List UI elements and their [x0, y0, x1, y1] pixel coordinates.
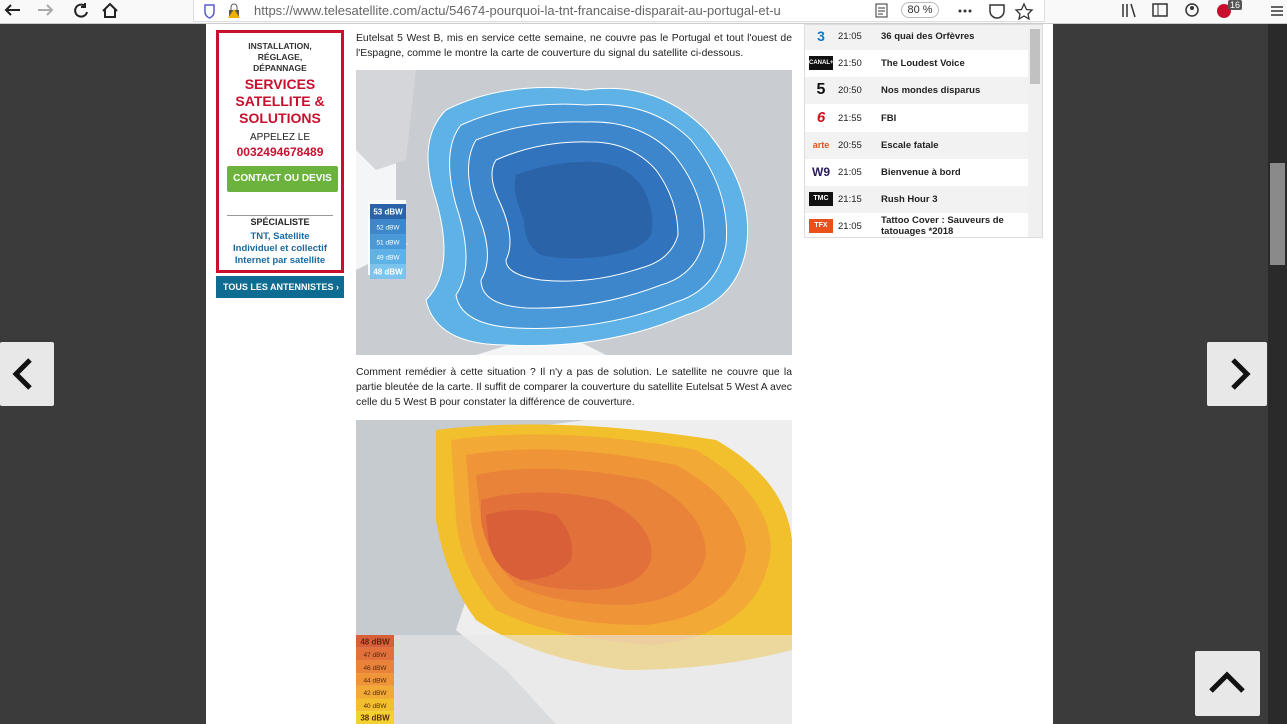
air-time: 21:05	[838, 167, 862, 178]
legend-swatch	[370, 249, 406, 264]
tv-row[interactable]: TFX 21:05 Tattoo Cover : Sauveurs de tatou…	[805, 213, 1029, 238]
air-time: 21:05	[838, 221, 862, 233]
ad-phone: 0032494678489	[236, 145, 324, 159]
coverage-map-blue: 53 dBW 52 dBW 51 dBW 49 dBW 48 dBW	[356, 70, 792, 355]
air-time: 21:55	[838, 112, 862, 124]
program-title: Rush Hour 3	[881, 194, 938, 206]
prev-icon	[12, 358, 32, 390]
legend-label: 47 dBW	[363, 652, 387, 659]
page-scrollbar[interactable]	[1268, 24, 1287, 724]
legend-label: 44 dBW	[363, 677, 387, 684]
legend-swatch	[356, 673, 394, 686]
legend-swatch	[370, 219, 406, 234]
tv-row[interactable]: arte 20:55 Escale fatale	[805, 131, 1029, 159]
ad-headline: SERVICES SATELLITE & SOLUTIONS	[235, 76, 325, 126]
tv-row[interactable]: CANAL+ 21:50 The Loudest Voice	[805, 50, 1029, 78]
toolbar-icons[interactable]	[1115, 0, 1245, 22]
tv-row[interactable]: TMC 21:15 Rush Hour 3	[805, 186, 1029, 214]
legend-label: 40 dBW	[363, 703, 387, 710]
legend-swatch	[356, 698, 394, 712]
next-icon	[1231, 358, 1251, 390]
up-icon	[1209, 671, 1245, 693]
legend-label: 42 dBW	[363, 690, 387, 697]
legend-label: 48 dBW	[360, 637, 390, 646]
antennistes-button[interactable]: TOUS LES ANTENNISTES ›	[216, 276, 344, 298]
channel-logo: 6	[816, 108, 826, 126]
legend-label: 52 dBW	[376, 225, 400, 232]
program-title: The Loudest Voice	[881, 58, 965, 70]
nav-buttons[interactable]	[0, 0, 190, 22]
legend-swatch	[370, 264, 406, 279]
button-label: TOUS LES ANTENNISTES	[223, 282, 334, 292]
reader-icon[interactable]	[874, 3, 890, 19]
legend-swatch	[356, 685, 394, 699]
legend-label: 49 dBW	[376, 255, 400, 262]
prev-arrow[interactable]	[0, 342, 54, 406]
program-title: Bienvenue à bord	[881, 167, 961, 178]
paragraph: Eutelsat 5 West B, mis en service cette …	[356, 33, 792, 59]
program-title: FBI	[881, 112, 897, 124]
page-scroll-thumb[interactable]	[1270, 163, 1285, 265]
addon-badge: 16	[1228, 0, 1243, 10]
program-title: Tattoo Cover : Sauveurs de tatouages *20…	[881, 215, 1004, 238]
legend-label: 53 dBW	[373, 208, 403, 217]
url-text: https://www.telesatellite.com/actu/54674…	[254, 3, 781, 18]
tv-row[interactable]: W9 21:05 Bienvenue à bord	[805, 159, 1029, 186]
legend-swatch	[356, 660, 394, 674]
zoom-level[interactable]: 80 %	[901, 2, 939, 18]
ad-call: APPELEZ LE	[249, 132, 311, 143]
url-bar[interactable]: https://www.telesatellite.com/actu/54674…	[193, 0, 1045, 22]
legend-swatch	[356, 647, 394, 661]
legend-swatch	[370, 234, 406, 249]
tv-row[interactable]: 3 21:05 36 quai des Orfèvres	[805, 25, 1029, 50]
ad-service: TNT, Satellite	[250, 231, 310, 242]
channel-logo: 5	[816, 81, 826, 99]
channel-logo: CANAL+	[809, 56, 834, 71]
channel-logo: 3	[817, 28, 825, 44]
tv-scroll-thumb[interactable]	[1030, 29, 1040, 84]
next-arrow[interactable]	[1207, 342, 1267, 406]
air-time: 20:55	[838, 139, 862, 151]
program-title: Escale fatale	[881, 139, 939, 151]
channel-logo: arte	[812, 139, 830, 150]
legend-swatch	[370, 204, 406, 219]
legend-swatch	[356, 711, 394, 724]
security-icons	[204, 3, 240, 19]
channel-logo: TFX	[809, 219, 833, 234]
legend-label: 48 dBW	[373, 268, 403, 277]
air-time: 21:15	[838, 194, 862, 206]
air-time: 20:50	[838, 85, 862, 97]
ad-services: TNT, Satellite Individuel et collectif I…	[219, 231, 341, 267]
back-to-top[interactable]	[1195, 651, 1260, 716]
program-title: Nos mondes disparus	[881, 85, 981, 97]
channel-logo: TMC	[809, 192, 833, 207]
coverage-map-orange: 48 dBW 47 dBW 46 dBW 44 dBW 42 dBW 40 dBW 38 d…	[356, 420, 792, 724]
ad-service: Internet par satellite	[234, 255, 326, 266]
page-actions[interactable]	[954, 2, 1044, 20]
legend-label: 51 dBW	[376, 240, 400, 247]
tv-row[interactable]: 5 20:50 Nos mondes disparus	[805, 77, 1029, 105]
air-time: 21:50	[838, 58, 862, 70]
program-title: 36 quai des Orfèvres	[881, 31, 975, 42]
ad-service: Individuel et collectif	[233, 243, 327, 254]
channel-logo: W9	[812, 165, 830, 179]
air-time: 21:05	[838, 31, 862, 42]
tv-row[interactable]: 6 21:55 FBI	[805, 104, 1029, 132]
sidebar-ad[interactable]: INSTALLATION, RÉGLAGE, DÉPANNAGE SERVICE…	[216, 30, 344, 273]
legend-swatch	[356, 635, 394, 648]
contact-button[interactable]: CONTACT OU DEVIS	[227, 166, 338, 192]
legend-label: 46 dBW	[363, 665, 387, 672]
tv-scrollbar[interactable]	[1028, 25, 1042, 237]
menu-icon[interactable]	[1268, 2, 1286, 20]
paragraph: Comment remédier à cette situation ? Il …	[356, 367, 792, 408]
ad-divider	[227, 215, 333, 216]
legend-label: 38 dBW	[360, 714, 390, 723]
tv-listing: 3 21:05 36 quai des Orfèvres CANAL+ 21:50 The…	[804, 24, 1043, 238]
ad-top-line: INSTALLATION, RÉGLAGE, DÉPANNAGE	[248, 41, 312, 73]
ad-specialist: SPÉCIALISTE	[250, 217, 310, 227]
browser-toolbar: https://www.telesatellite.com/actu/54674…	[0, 0, 1287, 24]
